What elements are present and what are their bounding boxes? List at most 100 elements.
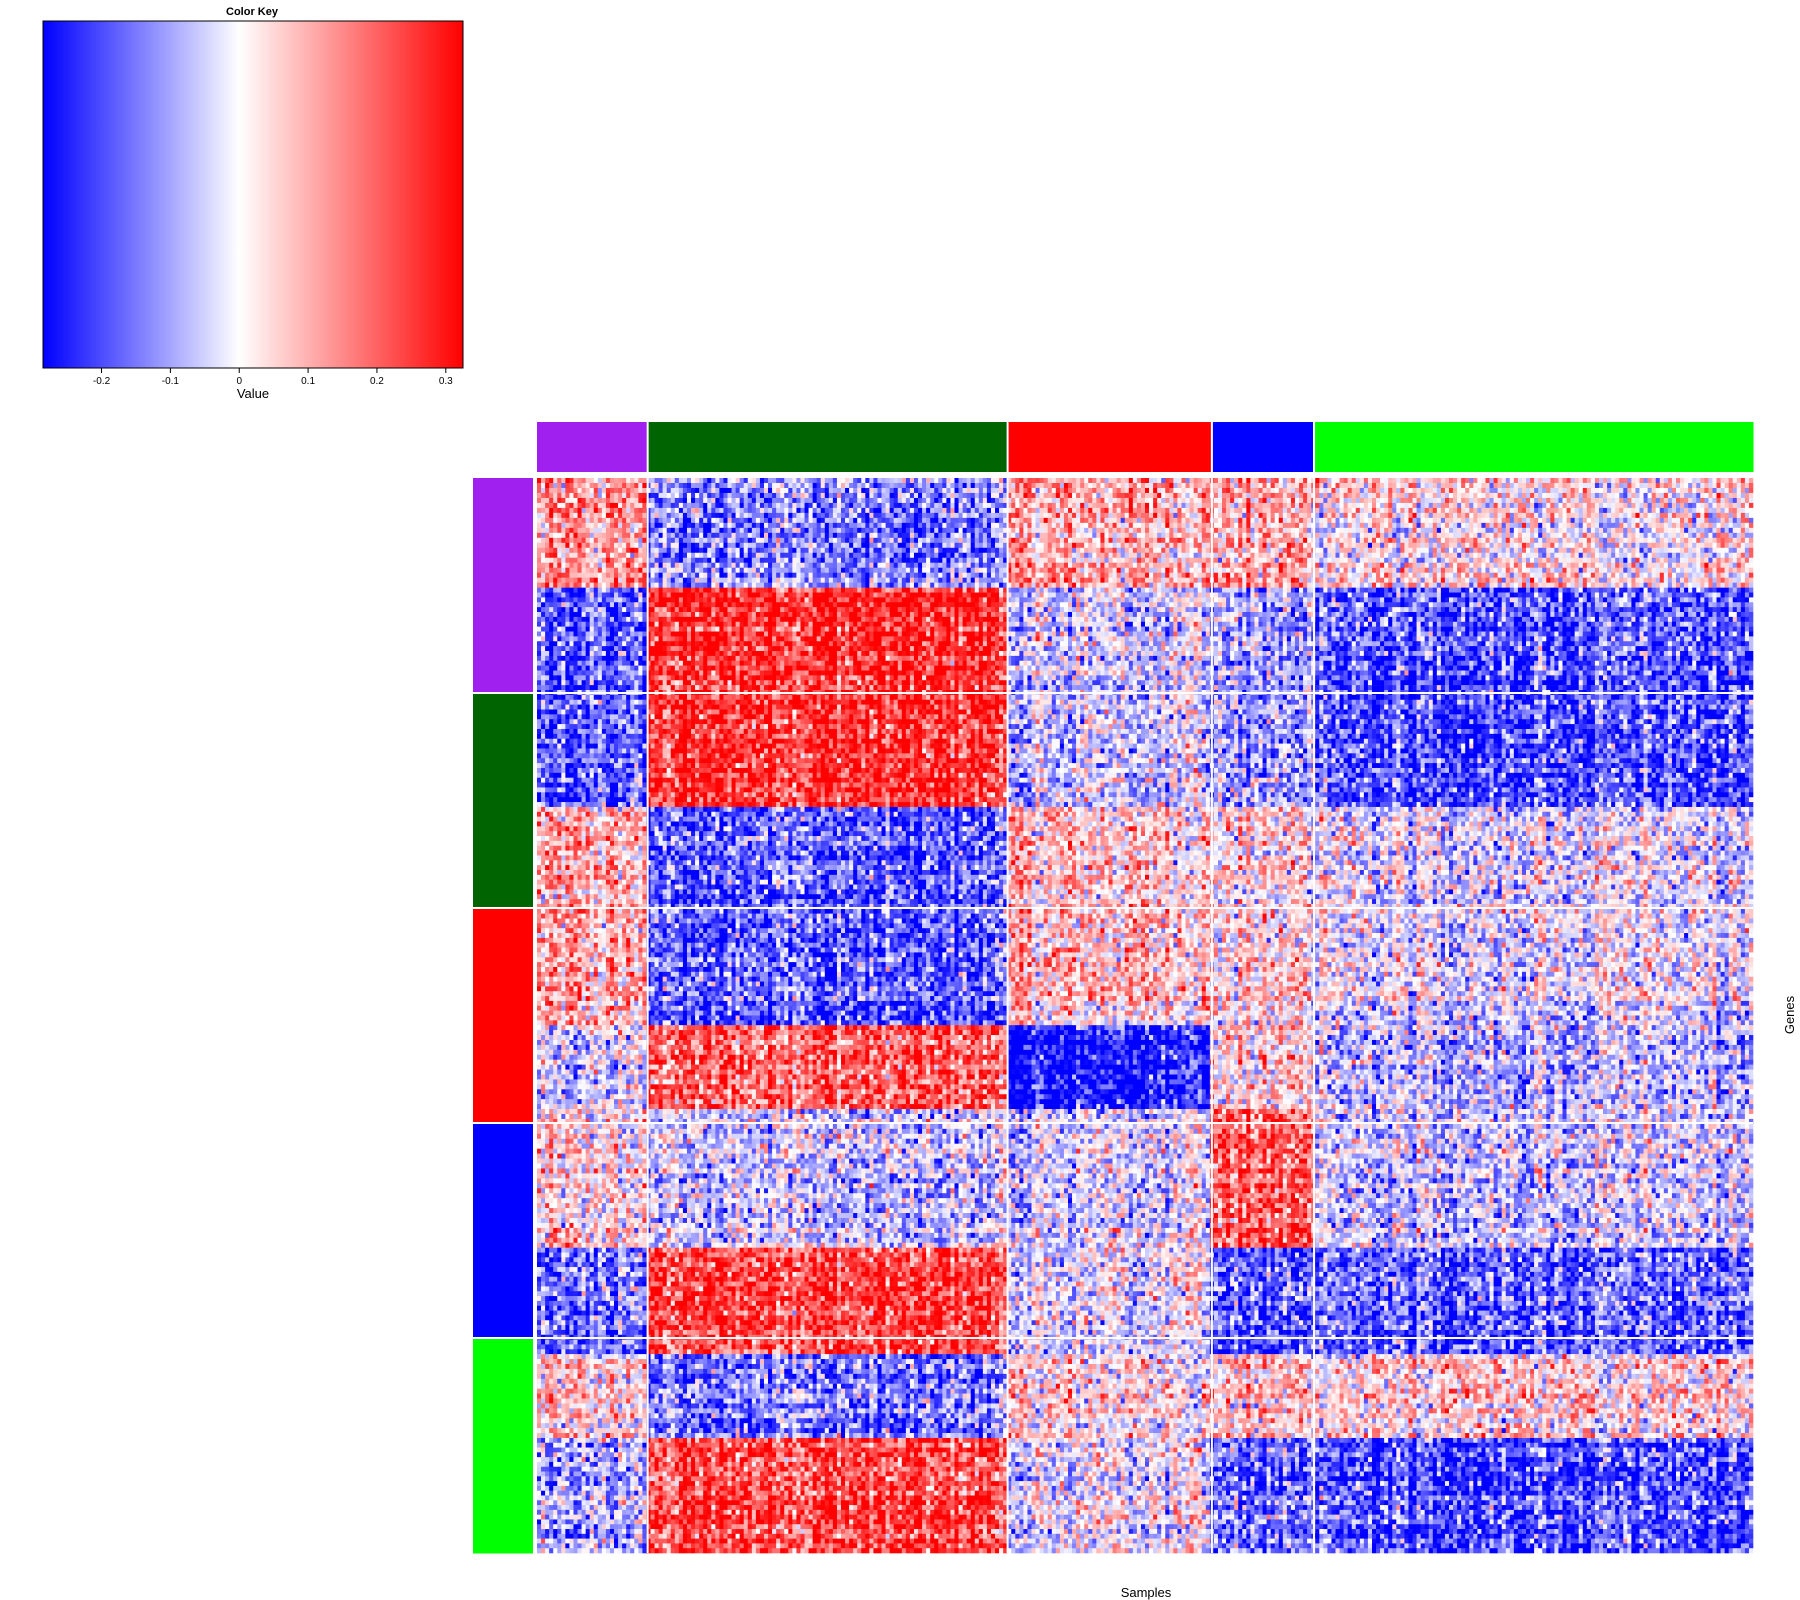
- heatmap-cell: [1477, 503, 1481, 508]
- heatmap-cell: [1437, 483, 1441, 488]
- heatmap-cell: [886, 513, 890, 518]
- heatmap-cell: [1100, 483, 1104, 488]
- heatmap-cell: [1307, 488, 1311, 493]
- heatmap-cell: [1696, 503, 1700, 508]
- heatmap-cell: [1218, 503, 1222, 508]
- heatmap-cell: [594, 498, 598, 503]
- heatmap-cell: [1692, 513, 1696, 518]
- heatmap-cell: [549, 478, 553, 483]
- heatmap-cell: [1660, 513, 1664, 518]
- heatmap-cell: [565, 513, 569, 518]
- heatmap-cell: [853, 498, 857, 503]
- heatmap-cell: [967, 493, 971, 498]
- heatmap-cell: [1708, 503, 1712, 508]
- heatmap-cell: [959, 488, 963, 493]
- heatmap-cell: [744, 478, 748, 483]
- heatmap-cell: [934, 513, 938, 518]
- heatmap-cell: [1352, 488, 1356, 493]
- heatmap-cell: [655, 518, 659, 523]
- heatmap-cell: [1064, 508, 1068, 513]
- heatmap-cell: [914, 508, 918, 513]
- heatmap-cell: [1562, 483, 1566, 488]
- heatmap-cell: [1076, 503, 1080, 508]
- heatmap-cell: [837, 498, 841, 503]
- heatmap-cell: [1749, 508, 1753, 513]
- heatmap-cell: [707, 483, 711, 488]
- heatmap-cell: [573, 483, 577, 488]
- heatmap-cell: [1708, 493, 1712, 498]
- heatmap-cell: [1027, 488, 1031, 493]
- heatmap-cell: [1267, 513, 1271, 518]
- heatmap-cell: [630, 493, 634, 498]
- heatmap-cell: [675, 493, 679, 498]
- heatmap-cell: [752, 503, 756, 508]
- heatmap-cell: [1396, 493, 1400, 498]
- heatmap-cell: [663, 498, 667, 503]
- heatmap-cell: [938, 483, 942, 488]
- heatmap-cell: [1558, 488, 1562, 493]
- sample-group-5: [1314, 422, 1753, 472]
- heatmap-cell: [1510, 498, 1514, 503]
- heatmap-cell: [1611, 508, 1615, 513]
- heatmap-cell: [1149, 483, 1153, 488]
- heatmap-cell: [1672, 483, 1676, 488]
- heatmap-cell: [1206, 513, 1210, 518]
- heatmap-cell: [549, 503, 553, 508]
- heatmap-cell: [1109, 498, 1113, 503]
- heatmap-cell: [813, 493, 817, 498]
- heatmap-cell: [723, 478, 727, 483]
- heatmap-cell: [959, 513, 963, 518]
- heatmap-cell: [1749, 513, 1753, 518]
- heatmap-cell: [715, 483, 719, 488]
- heatmap-cell: [1481, 493, 1485, 498]
- color-key-gradient: [43, 21, 463, 368]
- heatmap-cell: [1692, 483, 1696, 488]
- heatmap-cell: [1364, 513, 1368, 518]
- heatmap-cell: [1145, 498, 1149, 503]
- heatmap-cell: [1433, 508, 1437, 513]
- heatmap-cell: [732, 518, 736, 523]
- heatmap-cell: [1056, 498, 1060, 503]
- heatmap-cell: [1745, 508, 1749, 513]
- heatmap-cell: [569, 503, 573, 508]
- heatmap-cell: [1656, 483, 1660, 488]
- heatmap-cell: [1587, 503, 1591, 508]
- heatmap-cell: [1729, 493, 1733, 498]
- heatmap-cell: [695, 498, 699, 503]
- heatmap-cell: [922, 508, 926, 513]
- heatmap-cell: [1558, 513, 1562, 518]
- heatmap-cell: [606, 493, 610, 498]
- heatmap-cell: [732, 488, 736, 493]
- color-key-ticks: -0.2 -0.1 0 0.1 0.2 0.3: [93, 368, 453, 387]
- heatmap-cell: [723, 488, 727, 493]
- heatmap-cell: [1494, 513, 1498, 518]
- heatmap-cell: [1441, 508, 1445, 513]
- heatmap-cell: [1668, 513, 1672, 518]
- heatmap-cell: [1194, 483, 1198, 488]
- heatmap-cell: [1181, 503, 1185, 508]
- heatmap-cell: [1640, 478, 1644, 483]
- heatmap-cell: [1307, 493, 1311, 498]
- heatmap-cell: [1502, 483, 1506, 488]
- heatmap-cell: [1623, 498, 1627, 503]
- heatmap-cell: [1530, 488, 1534, 493]
- heatmap-cell: [1198, 508, 1202, 513]
- heatmap-cell: [1129, 498, 1133, 503]
- heatmap-cell: [707, 498, 711, 503]
- heatmap-cell: [1392, 513, 1396, 518]
- heatmap-cell: [638, 478, 642, 483]
- heatmap-cell: [671, 478, 675, 483]
- heatmap-cell: [1652, 503, 1656, 508]
- heatmap-cell: [1279, 498, 1283, 503]
- heatmap-cell: [983, 478, 987, 483]
- heatmap-cell: [655, 483, 659, 488]
- heatmap-cell: [1644, 478, 1648, 483]
- heatmap-cell: [1692, 478, 1696, 483]
- heatmap-cell: [1141, 493, 1145, 498]
- heatmap-cell: [1623, 503, 1627, 508]
- heatmap-cell: [1627, 483, 1631, 488]
- heatmap-cell: [752, 508, 756, 513]
- heatmap-cell: [1072, 493, 1076, 498]
- heatmap-cell: [598, 488, 602, 493]
- heatmap-cell: [1721, 498, 1725, 503]
